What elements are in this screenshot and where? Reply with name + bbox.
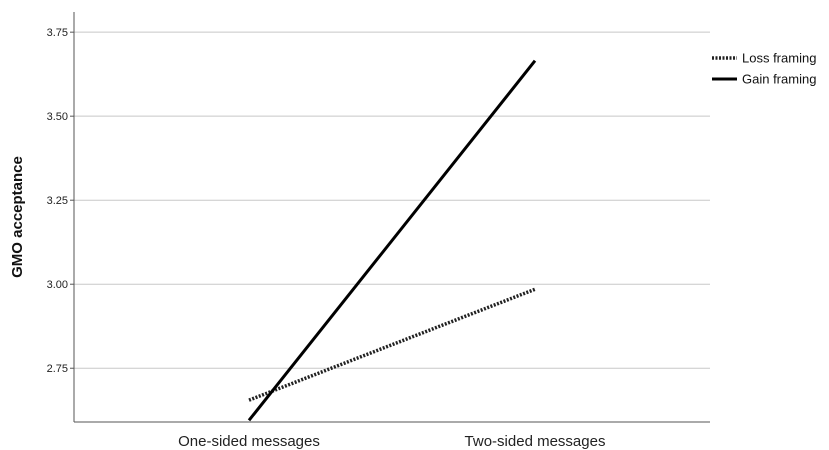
- gridlines: [70, 31, 710, 369]
- x-category-labels: One-sided messages Two-sided messages: [178, 433, 605, 450]
- axes: [73, 12, 710, 423]
- y-tick-label: 3.75: [47, 27, 68, 39]
- y-tick-label: 3.00: [47, 279, 68, 291]
- y-axis-label: GMO acceptance: [9, 156, 26, 278]
- series-line-loss-framing: [248, 287, 536, 402]
- y-tick-label: 2.75: [47, 363, 68, 375]
- legend: Loss framing Gain framing: [712, 51, 816, 87]
- legend-label: Loss framing: [742, 51, 816, 66]
- x-category-label: Two-sided messages: [465, 433, 606, 450]
- series-lines: [247, 59, 537, 422]
- legend-label: Gain framing: [742, 72, 816, 87]
- y-tick-label: 3.25: [47, 195, 68, 207]
- series-line-gain-framing: [247, 59, 537, 422]
- y-tick-labels: 2.75 3.00 3.25 3.50 3.75: [47, 27, 68, 375]
- x-category-label: One-sided messages: [178, 433, 320, 450]
- y-tick-label: 3.50: [47, 111, 68, 123]
